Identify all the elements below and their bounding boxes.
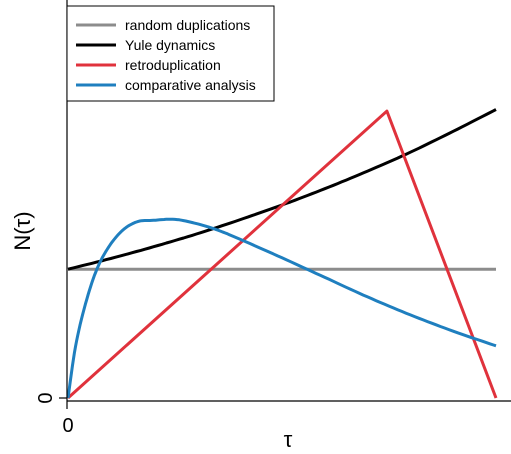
series-line-comparative-analysis	[66, 217, 497, 399]
legend-label-random-duplications: random duplications	[125, 17, 250, 33]
legend: random duplications Yule dynamics retrod…	[66, 5, 275, 102]
series-line-retroduplication	[66, 109, 498, 400]
legend-label-yule-dynamics: Yule dynamics	[125, 37, 215, 53]
plot-lines	[66, 108, 498, 400]
legend-label-comparative-analysis: comparative analysis	[125, 77, 256, 93]
y-axis-label: N(τ)	[10, 211, 35, 250]
x-tick-label-0: 0	[62, 415, 73, 437]
legend-label-retroduplication: retroduplication	[125, 57, 221, 73]
y-tick-label-0: 0	[35, 392, 57, 403]
series-line-yule-dynamics	[67, 108, 497, 271]
x-axis-label: τ	[284, 427, 293, 452]
